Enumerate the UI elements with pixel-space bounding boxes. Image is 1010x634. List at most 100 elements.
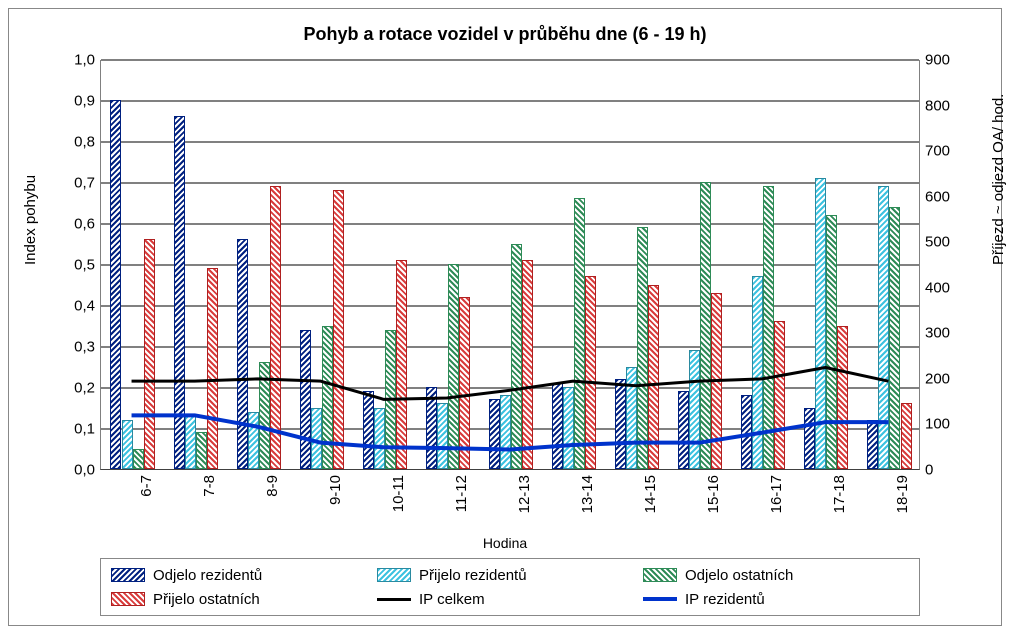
gridline [101, 264, 919, 266]
bar-Přijelo-ostatních [396, 260, 407, 469]
bar-Odjelo-ostatních [700, 182, 711, 469]
legend-item: Odjelo ostatních [643, 567, 909, 584]
y-left-tick: 0,0 [55, 462, 95, 479]
y-left-tick: 0,9 [55, 93, 95, 110]
x-tick: 16-17 [768, 475, 785, 513]
x-tick: 14-15 [642, 475, 659, 513]
y-left-tick: 0,6 [55, 216, 95, 233]
bar-Odjelo-ostatních [322, 326, 333, 470]
bar-Odjelo-rezidentů [489, 399, 500, 469]
bar-Přijelo-ostatních [270, 186, 281, 469]
legend-label: Odjelo ostatních [685, 567, 793, 584]
x-tick: 11-12 [453, 475, 470, 512]
bar-Odjelo-ostatních [196, 432, 207, 469]
bar-Odjelo-ostatních [889, 207, 900, 469]
bar-Přijelo-ostatních [774, 321, 785, 469]
bar-Přijelo-rezidentů [311, 408, 322, 470]
legend-label: Odjelo rezidentů [153, 567, 262, 584]
bar-Odjelo-rezidentů [174, 116, 185, 469]
legend-label: IP celkem [419, 591, 485, 608]
y-left-tick: 0,5 [55, 257, 95, 274]
legend-label: Přijelo rezidentů [419, 567, 527, 584]
gridline [101, 346, 919, 348]
chart-container: Pohyb a rotace vozidel v průběhu dne (6 … [0, 0, 1010, 634]
legend-item: Odjelo rezidentů [111, 567, 377, 584]
gridline [101, 141, 919, 143]
bar-Přijelo-rezidentů [437, 403, 448, 469]
legend-item: IP celkem [377, 591, 643, 608]
x-tick: 7-8 [201, 475, 218, 497]
gridline [101, 387, 919, 389]
y-right-tick: 600 [925, 188, 975, 205]
bar-Přijelo-rezidentů [563, 387, 574, 469]
bar-Odjelo-ostatních [259, 362, 270, 469]
y-left-tick: 0,8 [55, 134, 95, 151]
bar-Přijelo-ostatních [585, 276, 596, 469]
y-right-tick: 800 [925, 97, 975, 114]
bar-Přijelo-ostatních [333, 190, 344, 469]
y-axis-left-title: Index pohybu [22, 175, 39, 265]
bar-Odjelo-ostatních [511, 244, 522, 470]
y-left-tick: 1,0 [55, 52, 95, 69]
legend-item: IP rezidentů [643, 591, 909, 608]
gridline [101, 182, 919, 184]
x-tick: 8-9 [264, 475, 281, 497]
bar-Přijelo-rezidentů [185, 416, 196, 469]
bar-Odjelo-rezidentů [615, 379, 626, 469]
bar-Odjelo-rezidentů [678, 391, 689, 469]
y-axis-right-title: Příjezd ~ odjezd OA/ hod. [990, 94, 1007, 265]
y-right-tick: 400 [925, 279, 975, 296]
bar-Odjelo-rezidentů [804, 408, 815, 470]
bar-Přijelo-rezidentů [815, 178, 826, 469]
bar-Odjelo-rezidentů [741, 395, 752, 469]
legend-line [377, 598, 411, 601]
gridline [101, 223, 919, 225]
bar-Odjelo-rezidentů [552, 383, 563, 469]
y-right-tick: 200 [925, 370, 975, 387]
x-tick: 12-13 [516, 475, 533, 513]
legend-swatch [377, 568, 411, 582]
bar-Odjelo-ostatních [763, 186, 774, 469]
bar-Přijelo-ostatních [901, 403, 912, 469]
bar-Přijelo-rezidentů [878, 186, 889, 469]
bar-Přijelo-rezidentů [248, 412, 259, 469]
bar-Přijelo-ostatních [522, 260, 533, 469]
bar-Přijelo-ostatních [837, 326, 848, 470]
bar-Přijelo-ostatních [648, 285, 659, 470]
bar-Přijelo-rezidentů [626, 367, 637, 470]
y-left-tick: 0,4 [55, 298, 95, 315]
bar-Přijelo-rezidentů [689, 350, 700, 469]
gridline [101, 100, 919, 102]
bar-Přijelo-ostatních [144, 239, 155, 469]
legend-swatch [643, 568, 677, 582]
x-tick: 18-19 [894, 475, 911, 513]
legend-item: Přijelo ostatních [111, 591, 377, 608]
bar-Odjelo-ostatních [133, 449, 144, 470]
y-right-tick: 100 [925, 416, 975, 433]
gridline [101, 305, 919, 307]
bar-Odjelo-ostatních [385, 330, 396, 469]
x-tick: 17-18 [831, 475, 848, 513]
gridline [101, 59, 919, 61]
bar-Odjelo-rezidentů [110, 100, 121, 469]
x-tick: 9-10 [327, 475, 344, 505]
x-tick: 13-14 [579, 475, 596, 513]
x-tick: 10-11 [390, 475, 407, 512]
plot-area [100, 60, 920, 470]
legend: Odjelo rezidentů Přijelo rezidentů Odjelo … [100, 558, 920, 616]
y-right-tick: 900 [925, 52, 975, 69]
legend-item: Přijelo rezidentů [377, 567, 643, 584]
bar-Přijelo-rezidentů [374, 408, 385, 470]
y-right-tick: 500 [925, 234, 975, 251]
bar-Odjelo-ostatních [448, 264, 459, 469]
bar-Odjelo-ostatních [637, 227, 648, 469]
bar-Přijelo-ostatních [207, 268, 218, 469]
bar-Přijelo-rezidentů [122, 420, 133, 469]
chart-title: Pohyb a rotace vozidel v průběhu dne (6 … [0, 24, 1010, 45]
legend-label: IP rezidentů [685, 591, 765, 608]
legend-swatch [111, 568, 145, 582]
y-right-tick: 700 [925, 143, 975, 160]
bar-Přijelo-ostatních [459, 297, 470, 469]
bar-Odjelo-rezidentů [426, 387, 437, 469]
bar-Odjelo-rezidentů [237, 239, 248, 469]
